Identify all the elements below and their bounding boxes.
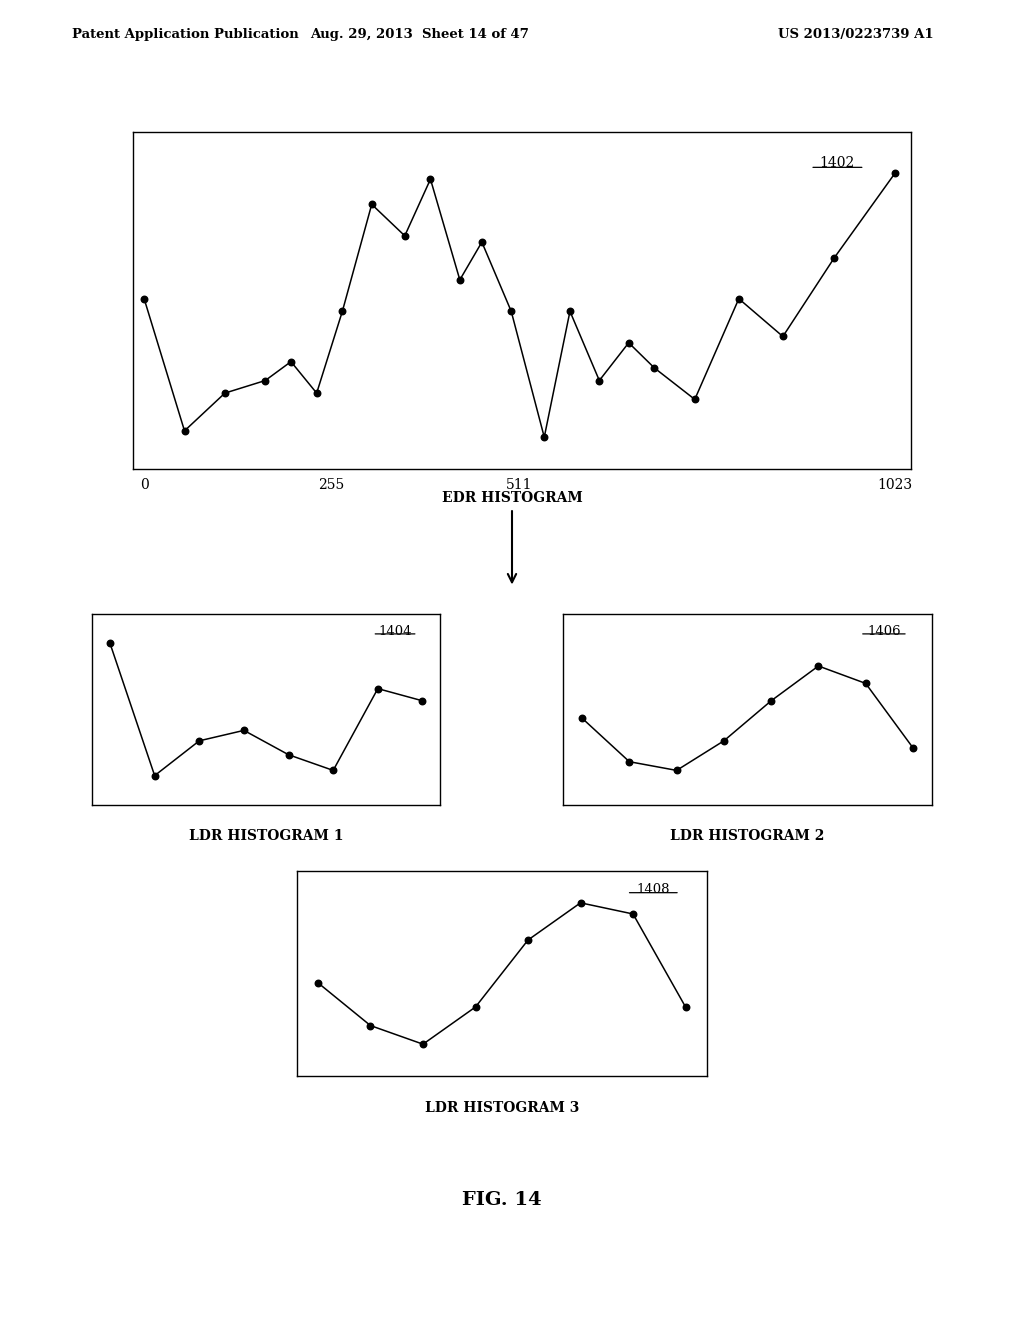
Point: [101, 632, 118, 653]
Point: [520, 929, 537, 950]
Point: [325, 760, 341, 781]
Text: LDR HISTOGRAM 1: LDR HISTOGRAM 1: [189, 829, 343, 843]
Text: Patent Application Publication: Patent Application Publication: [72, 28, 298, 41]
Point: [308, 383, 325, 404]
Point: [572, 892, 589, 913]
Point: [646, 358, 663, 379]
Point: [573, 708, 590, 729]
Point: [503, 301, 519, 322]
Point: [763, 690, 779, 711]
Point: [810, 656, 826, 677]
Point: [731, 288, 748, 309]
Point: [364, 194, 380, 215]
Point: [283, 351, 299, 372]
Point: [562, 301, 579, 322]
Point: [136, 288, 153, 309]
Point: [669, 760, 685, 781]
Text: Aug. 29, 2013  Sheet 14 of 47: Aug. 29, 2013 Sheet 14 of 47: [310, 28, 529, 41]
Point: [591, 370, 607, 391]
Point: [217, 383, 233, 404]
Point: [474, 231, 490, 252]
Point: [887, 162, 903, 183]
Point: [622, 751, 638, 772]
Point: [452, 269, 468, 290]
Text: US 2013/0223739 A1: US 2013/0223739 A1: [778, 28, 934, 41]
Point: [362, 1015, 379, 1036]
Point: [191, 730, 208, 751]
Point: [467, 997, 483, 1018]
Text: FIG. 14: FIG. 14: [462, 1191, 542, 1209]
Point: [146, 766, 163, 787]
Point: [176, 420, 193, 441]
Point: [625, 903, 641, 924]
Point: [415, 690, 431, 711]
Point: [775, 326, 792, 347]
Point: [334, 301, 350, 322]
Point: [677, 997, 693, 1018]
Point: [370, 678, 386, 700]
Text: 1402: 1402: [820, 156, 855, 169]
Point: [826, 247, 843, 268]
Point: [686, 389, 702, 411]
Point: [257, 370, 273, 391]
Point: [422, 169, 438, 190]
Text: 1404: 1404: [378, 626, 412, 639]
Point: [236, 719, 252, 741]
Text: EDR HISTOGRAM: EDR HISTOGRAM: [441, 491, 583, 506]
Text: LDR HISTOGRAM 2: LDR HISTOGRAM 2: [671, 829, 824, 843]
Point: [905, 737, 922, 758]
Point: [415, 1034, 431, 1055]
Text: 1408: 1408: [637, 883, 670, 896]
Point: [396, 226, 413, 247]
Point: [537, 426, 553, 447]
Text: 1406: 1406: [867, 626, 901, 639]
Point: [310, 973, 327, 994]
Point: [716, 730, 732, 751]
Point: [621, 333, 637, 354]
Text: LDR HISTOGRAM 3: LDR HISTOGRAM 3: [425, 1101, 579, 1115]
Point: [281, 744, 297, 766]
Point: [857, 673, 873, 694]
